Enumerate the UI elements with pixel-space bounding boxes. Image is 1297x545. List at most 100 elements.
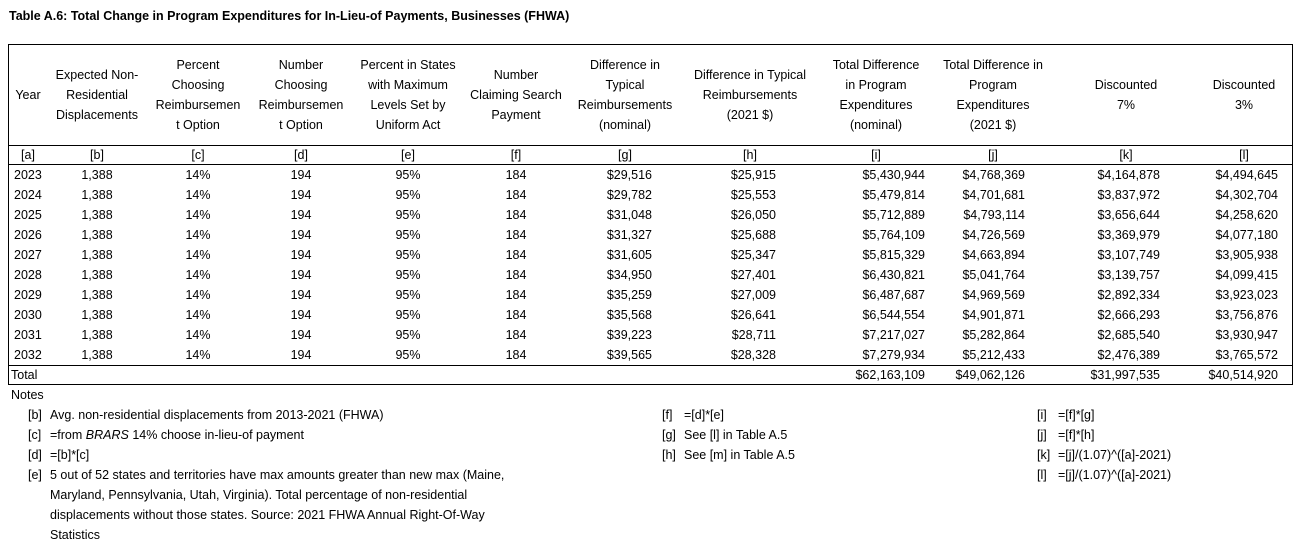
note-text: =[j]/(1.07)^([a]-2021) bbox=[1058, 448, 1172, 462]
cell: 2031 bbox=[14, 328, 42, 342]
cell: 14% bbox=[185, 328, 211, 342]
cell: 95% bbox=[395, 248, 421, 262]
total-cell: $31,997,535 bbox=[1090, 368, 1160, 382]
note-text: =from BRARS 14% choose in-lieu-of paymen… bbox=[50, 425, 304, 445]
cell: 14% bbox=[185, 308, 211, 322]
cell: $31,048 bbox=[606, 208, 652, 222]
header-cell: Difference in Typical bbox=[693, 68, 807, 82]
cell: 14% bbox=[185, 168, 211, 182]
cell: $5,282,864 bbox=[962, 328, 1025, 342]
rule bbox=[8, 164, 1292, 165]
total-cell: $62,163,109 bbox=[855, 368, 925, 382]
cell: $4,164,878 bbox=[1097, 168, 1160, 182]
cell: 184 bbox=[505, 188, 527, 202]
cell: $31,605 bbox=[606, 248, 652, 262]
note-label: [i] bbox=[1037, 408, 1047, 422]
cell: 14% bbox=[185, 248, 211, 262]
cell: 184 bbox=[505, 208, 527, 222]
column-letter: [k] bbox=[1119, 148, 1133, 162]
cell: $2,892,334 bbox=[1097, 288, 1160, 302]
total-cell: $49,062,126 bbox=[955, 368, 1025, 382]
header-cell: Displacements bbox=[56, 108, 138, 122]
header-cell: (2021 $) bbox=[726, 108, 774, 122]
note-text: =[b]*[c] bbox=[50, 448, 90, 462]
cell: $27,401 bbox=[730, 268, 776, 282]
rule bbox=[8, 365, 1292, 366]
note-label: [k] bbox=[1037, 448, 1051, 462]
cell: $5,430,944 bbox=[862, 168, 925, 182]
cell: $39,565 bbox=[606, 348, 652, 362]
header-cell: Program bbox=[969, 78, 1017, 92]
cell: $3,905,938 bbox=[1215, 248, 1278, 262]
cell: $2,476,389 bbox=[1097, 348, 1160, 362]
column-letter: [h] bbox=[743, 148, 757, 162]
column-letter: [l] bbox=[1239, 148, 1249, 162]
cell: 14% bbox=[185, 348, 211, 362]
cell: 95% bbox=[395, 308, 421, 322]
cell: $4,969,569 bbox=[962, 288, 1025, 302]
note-text-part: BRARS bbox=[85, 428, 129, 442]
cell: $5,815,329 bbox=[862, 248, 925, 262]
cell: $3,837,972 bbox=[1097, 188, 1160, 202]
cell: 2032 bbox=[14, 348, 42, 362]
header-cell: Percent in States bbox=[360, 58, 456, 72]
note-text: =[d]*[e] bbox=[684, 408, 724, 422]
cell: 1,388 bbox=[81, 188, 113, 202]
cell: 95% bbox=[395, 228, 421, 242]
column-letter: [i] bbox=[871, 148, 881, 162]
cell: 1,388 bbox=[81, 208, 113, 222]
column-letter: [j] bbox=[988, 148, 998, 162]
cell: 184 bbox=[505, 308, 527, 322]
cell: $7,279,934 bbox=[862, 348, 925, 362]
header-cell: Expenditures bbox=[956, 98, 1030, 112]
notes-title: Notes bbox=[11, 388, 44, 402]
cell: $39,223 bbox=[606, 328, 652, 342]
cell: $25,553 bbox=[730, 188, 776, 202]
cell: 194 bbox=[290, 308, 312, 322]
header-cell: Reimbursemen bbox=[155, 98, 241, 112]
note-text: Statistics bbox=[50, 528, 101, 542]
cell: $4,258,620 bbox=[1215, 208, 1278, 222]
cell: 2025 bbox=[14, 208, 42, 222]
note-label: [l] bbox=[1037, 468, 1047, 482]
cell: 95% bbox=[395, 268, 421, 282]
cell: $3,765,572 bbox=[1215, 348, 1278, 362]
cell: $29,782 bbox=[606, 188, 652, 202]
cell: $25,915 bbox=[730, 168, 776, 182]
rule bbox=[8, 145, 1292, 146]
cell: 184 bbox=[505, 288, 527, 302]
cell: 194 bbox=[290, 208, 312, 222]
cell: 2026 bbox=[14, 228, 42, 242]
header-cell: Choosing bbox=[171, 78, 225, 92]
cell: 184 bbox=[505, 248, 527, 262]
cell: 2028 bbox=[14, 268, 42, 282]
cell: $4,701,681 bbox=[962, 188, 1025, 202]
column-letter: [a] bbox=[21, 148, 35, 162]
header-cell: Difference in bbox=[590, 58, 660, 72]
header-cell: Choosing bbox=[274, 78, 328, 92]
note-text: =[j]/(1.07)^([a]-2021) bbox=[1058, 468, 1172, 482]
header-cell: Total Difference bbox=[832, 58, 920, 72]
cell: $4,494,645 bbox=[1215, 168, 1278, 182]
cell: 194 bbox=[290, 288, 312, 302]
cell: 95% bbox=[395, 188, 421, 202]
note-label: [f] bbox=[662, 408, 673, 422]
cell: $3,369,979 bbox=[1097, 228, 1160, 242]
cell: 194 bbox=[290, 348, 312, 362]
cell: $5,479,814 bbox=[862, 188, 925, 202]
note-text: 5 out of 52 states and territories have … bbox=[50, 468, 505, 482]
header-cell: Number bbox=[493, 68, 539, 82]
cell: 194 bbox=[290, 268, 312, 282]
header-cell: t Option bbox=[176, 118, 220, 132]
cell: $3,930,947 bbox=[1215, 328, 1278, 342]
cell: 194 bbox=[290, 248, 312, 262]
cell: 184 bbox=[505, 348, 527, 362]
cell: 2024 bbox=[14, 188, 42, 202]
header-cell: (nominal) bbox=[849, 118, 903, 132]
header-cell: Total Difference in bbox=[943, 58, 1043, 72]
cell: 1,388 bbox=[81, 248, 113, 262]
note-label: [h] bbox=[662, 448, 676, 462]
cell: $3,923,023 bbox=[1215, 288, 1278, 302]
column-letter: [b] bbox=[90, 148, 104, 162]
